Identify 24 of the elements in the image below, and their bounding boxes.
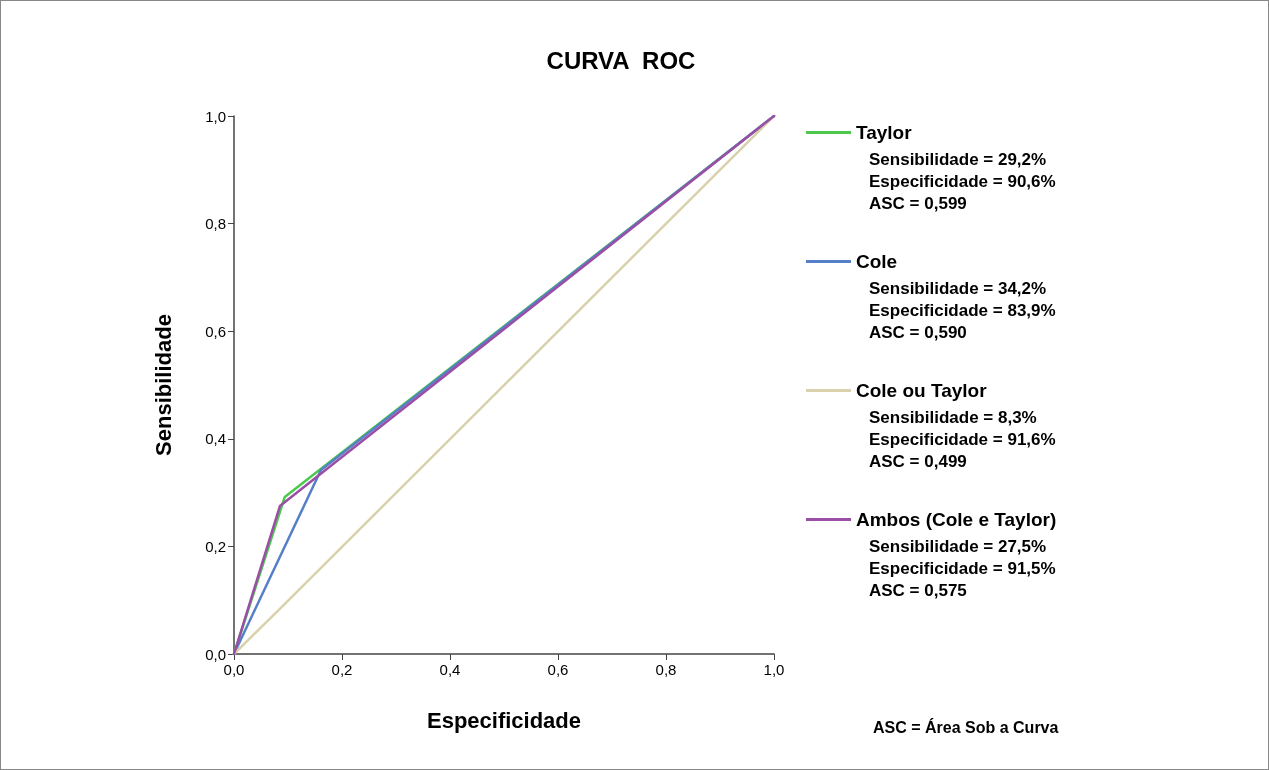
chart-title: CURVA ROC [546, 46, 696, 74]
text: ASC = Área Sob a Curva [873, 717, 1059, 736]
text: Sensibilidade = 27,5% Especificidade = 91,5% ASC = 0,575 [869, 536, 1056, 600]
text: Sensibilidade = 8,3% Especificidade = 91,6% ASC = 0,499 [869, 407, 1056, 471]
text: Sensibilidade = 29,2% Especificidade = 90,6% ASC = 0,599 [869, 149, 1056, 213]
x-axis-title: Especificidade [426, 707, 582, 733]
y-axis-title: Sensibilidade [150, 314, 176, 456]
x-tick-label: 1,0 [763, 661, 785, 678]
y-tick-label: 1,0 [205, 107, 226, 125]
x-tick-label: 0,0 [223, 661, 245, 678]
legend-label: Cole ou Taylor [856, 380, 988, 401]
text: Sensibilidade = 34,2% Especificidade = 83,9% ASC = 0,590 [869, 278, 1056, 342]
y-tick-label: 0,0 [205, 645, 226, 663]
y-tick-label: 0,2 [205, 537, 226, 555]
x-tick-label: 0,8 [655, 661, 677, 678]
y-tick-label: 0,6 [205, 322, 226, 340]
y-tick-label: 0,8 [205, 215, 226, 233]
legend-label: Ambos (Cole e Taylor) [856, 509, 1057, 530]
legend-label: Cole [856, 251, 898, 272]
x-tick-label: 0,4 [439, 661, 461, 678]
x-tick-label: 0,2 [331, 661, 353, 678]
y-tick-label: 0,4 [205, 430, 226, 448]
x-tick-label: 0,6 [547, 661, 569, 678]
legend-label: Taylor [856, 122, 913, 143]
